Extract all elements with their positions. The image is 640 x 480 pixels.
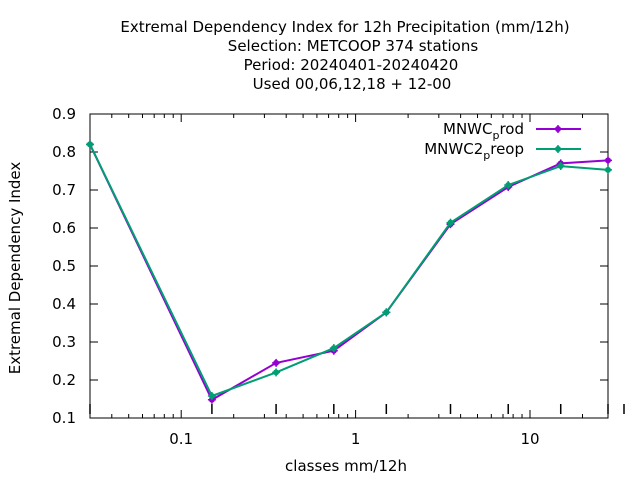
data-point bbox=[556, 162, 565, 171]
legend-label-2: MNWC2preop bbox=[424, 140, 524, 162]
data-point bbox=[604, 165, 612, 174]
x-axis-ticks: 0.1 1 10 bbox=[89, 114, 609, 448]
title-line-1: Extremal Dependency Index for 12h Precip… bbox=[120, 18, 569, 36]
x-axis-label: classes mm/12h bbox=[285, 457, 407, 475]
data-point bbox=[272, 358, 281, 367]
data-point bbox=[272, 368, 281, 377]
data-point bbox=[207, 391, 216, 400]
x-tick-label: 10 bbox=[520, 430, 539, 448]
y-tick-label: 0.5 bbox=[52, 257, 76, 275]
data-point bbox=[382, 308, 391, 317]
legend-marker-2 bbox=[554, 145, 562, 153]
plot-area bbox=[89, 113, 609, 419]
y-tick-label: 0.9 bbox=[52, 105, 76, 123]
y-tick-label: 0.3 bbox=[52, 333, 76, 351]
y-tick-label: 0.1 bbox=[52, 409, 76, 427]
data-point bbox=[446, 218, 455, 227]
data-point bbox=[604, 156, 612, 165]
title-line-4: Used 00,06,12,18 + 12-00 bbox=[253, 75, 452, 93]
title-line-3: Period: 20240401-20240420 bbox=[244, 56, 459, 74]
y-axis-ticks: 0.1 0.2 0.3 0.4 0.5 0.6 0.7 0.8 0.9 bbox=[52, 105, 608, 427]
data-point bbox=[86, 140, 94, 149]
title-line-2: Selection: METCOOP 374 stations bbox=[228, 37, 479, 55]
y-axis-label: Extremal Dependency Index bbox=[6, 162, 24, 375]
data-point bbox=[504, 181, 513, 190]
legend-label-1: MNWCprod bbox=[443, 120, 524, 142]
y-tick-label: 0.8 bbox=[52, 143, 76, 161]
y-tick-label: 0.6 bbox=[52, 219, 76, 237]
y-tick-label: 0.4 bbox=[52, 295, 76, 313]
series-layer bbox=[86, 140, 612, 404]
chart-title: Extremal Dependency Index for 12h Precip… bbox=[120, 18, 569, 93]
series-line-1 bbox=[89, 143, 609, 402]
y-tick-label: 0.2 bbox=[52, 371, 76, 389]
data-point bbox=[329, 344, 338, 353]
y-tick-label: 0.7 bbox=[52, 181, 76, 199]
x-tick-label: 0.1 bbox=[169, 430, 193, 448]
x-tick-label: 1 bbox=[351, 430, 361, 448]
legend-marker-1 bbox=[554, 125, 562, 133]
series-line-2 bbox=[89, 143, 609, 398]
